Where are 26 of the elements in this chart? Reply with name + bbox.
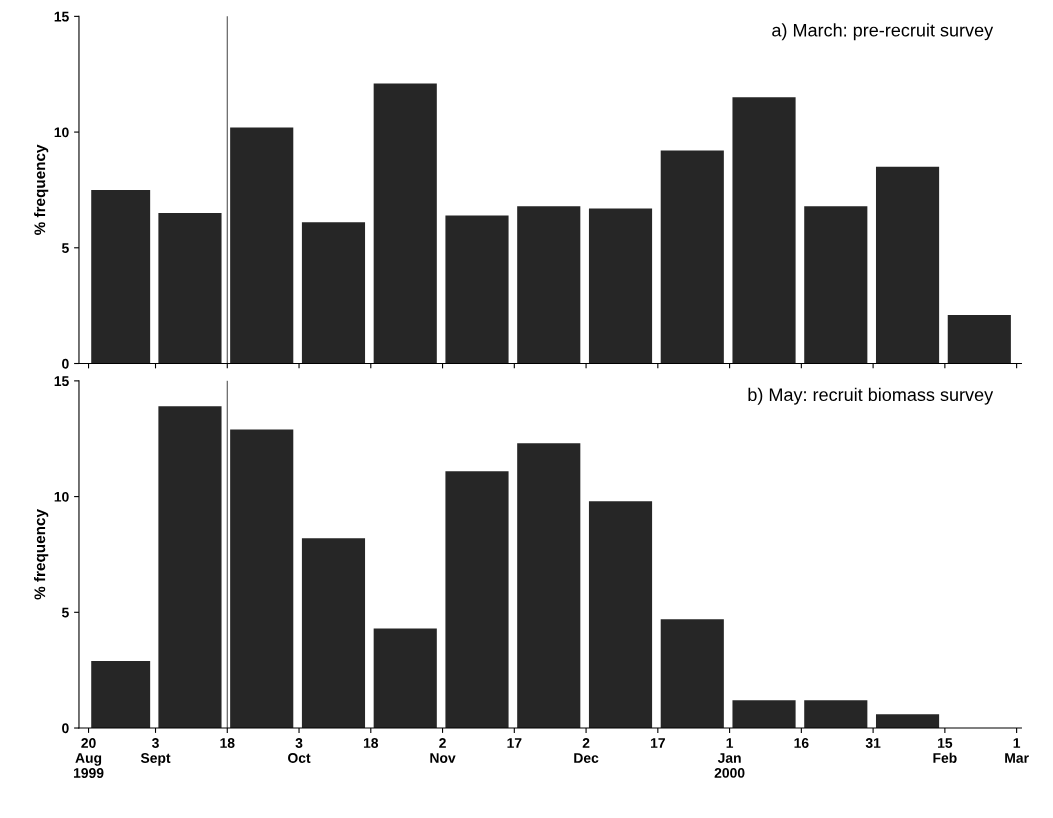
x-tick-label: 3 Sept (140, 738, 171, 766)
x-tick-label: 17 (507, 738, 522, 748)
x-tick-label: 17 (650, 738, 665, 748)
x-tick-label: 2 Nov (430, 738, 456, 763)
x-tick-label: 16 (794, 738, 809, 748)
y-tick-label: 10 (54, 491, 69, 502)
y-tick-label: 15 (54, 376, 69, 387)
y-tick-label: 0 (62, 723, 69, 734)
x-tick-label: 2 Dec (574, 738, 599, 763)
chart-title: b) May: recruit biomass survey (748, 387, 994, 405)
y-axis-title: % frequency (34, 144, 49, 235)
y-tick-label: 10 (54, 127, 69, 138)
chart-title: a) March: pre-recruit survey (772, 23, 994, 41)
y-tick-label: 0 (62, 358, 69, 369)
x-tick-label: 1 Jan 2000 (714, 738, 745, 778)
x-tick-label: 3 Oct (288, 738, 311, 763)
y-axis-title: % frequency (34, 509, 49, 600)
x-tick-label: 18 (220, 738, 235, 748)
y-tick-label: 15 (54, 11, 69, 22)
x-tick-label: 1 Mar (1005, 738, 1029, 763)
y-tick-label: 5 (61, 243, 69, 253)
x-tick-label: 20 Aug 1999 (73, 738, 104, 778)
x-tick-label: 18 (363, 738, 379, 748)
y-tick-label: 5 (61, 607, 69, 618)
x-tick-label: 31 (865, 738, 881, 748)
x-tick-label: 15 Feb (933, 738, 957, 763)
